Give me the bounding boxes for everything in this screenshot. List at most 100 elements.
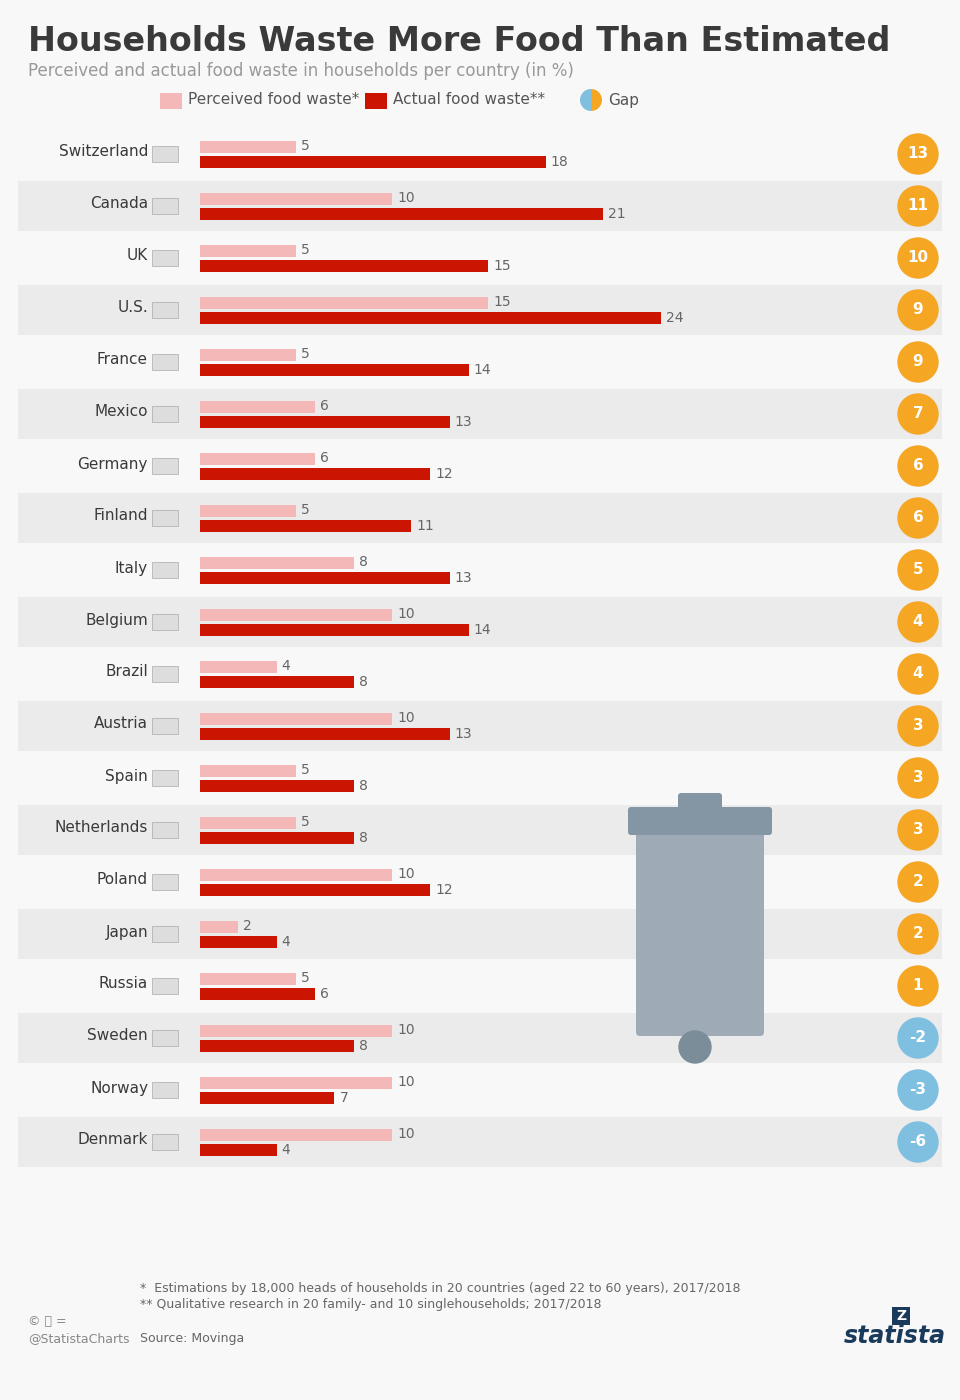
FancyBboxPatch shape	[200, 556, 353, 568]
FancyBboxPatch shape	[678, 792, 722, 813]
Text: UK: UK	[127, 249, 148, 263]
FancyBboxPatch shape	[152, 458, 178, 475]
FancyBboxPatch shape	[200, 1144, 276, 1155]
FancyBboxPatch shape	[200, 297, 488, 308]
FancyBboxPatch shape	[18, 960, 942, 1011]
Text: 24: 24	[666, 311, 684, 325]
Text: Switzerland: Switzerland	[59, 144, 148, 160]
Text: 2: 2	[913, 927, 924, 941]
Circle shape	[898, 1121, 938, 1162]
Text: 6: 6	[321, 399, 329, 413]
FancyBboxPatch shape	[18, 596, 942, 647]
FancyBboxPatch shape	[200, 140, 296, 153]
Text: 11: 11	[417, 518, 434, 532]
FancyBboxPatch shape	[636, 827, 764, 1036]
Text: 7: 7	[340, 1091, 348, 1105]
FancyBboxPatch shape	[200, 504, 296, 517]
Circle shape	[898, 393, 938, 434]
Circle shape	[898, 706, 938, 746]
Text: 2: 2	[913, 875, 924, 889]
FancyBboxPatch shape	[200, 519, 411, 532]
Text: -2: -2	[909, 1030, 926, 1046]
Text: 5: 5	[301, 244, 310, 258]
FancyBboxPatch shape	[200, 623, 468, 636]
Text: 4: 4	[282, 659, 291, 673]
Circle shape	[898, 238, 938, 279]
Text: 3: 3	[913, 770, 924, 785]
Wedge shape	[591, 90, 602, 111]
Text: 7: 7	[913, 406, 924, 421]
FancyBboxPatch shape	[200, 192, 392, 204]
FancyBboxPatch shape	[200, 609, 392, 620]
Circle shape	[898, 134, 938, 174]
FancyBboxPatch shape	[152, 770, 178, 785]
FancyBboxPatch shape	[152, 1082, 178, 1098]
FancyBboxPatch shape	[18, 701, 942, 750]
FancyBboxPatch shape	[200, 1128, 392, 1141]
FancyBboxPatch shape	[152, 197, 178, 214]
Circle shape	[898, 811, 938, 850]
FancyBboxPatch shape	[200, 400, 315, 413]
FancyBboxPatch shape	[152, 251, 178, 266]
Text: 9: 9	[913, 302, 924, 318]
Circle shape	[898, 1070, 938, 1110]
Text: 1: 1	[913, 979, 924, 994]
FancyBboxPatch shape	[200, 728, 449, 739]
Text: Italy: Italy	[115, 560, 148, 575]
Circle shape	[898, 602, 938, 643]
FancyBboxPatch shape	[18, 857, 942, 907]
Text: 9: 9	[913, 354, 924, 370]
FancyBboxPatch shape	[200, 661, 276, 672]
FancyBboxPatch shape	[200, 676, 353, 687]
Text: 4: 4	[913, 666, 924, 682]
Text: 8: 8	[359, 1039, 368, 1053]
Text: 14: 14	[474, 363, 492, 377]
Text: Households Waste More Food Than Estimated: Households Waste More Food Than Estimate…	[28, 25, 890, 57]
Text: 8: 8	[359, 830, 368, 844]
Text: Denmark: Denmark	[78, 1133, 148, 1148]
Text: Russia: Russia	[99, 977, 148, 991]
Text: 5: 5	[301, 140, 310, 154]
Text: Japan: Japan	[106, 924, 148, 939]
Text: 18: 18	[551, 154, 568, 168]
Text: 8: 8	[359, 675, 368, 689]
FancyBboxPatch shape	[152, 615, 178, 630]
Text: 13: 13	[455, 414, 472, 428]
FancyBboxPatch shape	[152, 561, 178, 578]
Text: Poland: Poland	[97, 872, 148, 888]
FancyBboxPatch shape	[200, 1077, 392, 1089]
Text: -3: -3	[909, 1082, 926, 1098]
FancyBboxPatch shape	[200, 935, 276, 948]
Text: Source: Movinga: Source: Movinga	[140, 1331, 244, 1345]
Text: 5: 5	[301, 504, 310, 518]
FancyBboxPatch shape	[200, 1092, 334, 1103]
Text: 6: 6	[913, 511, 924, 525]
Circle shape	[898, 1018, 938, 1058]
FancyBboxPatch shape	[200, 259, 488, 272]
FancyBboxPatch shape	[18, 1014, 942, 1063]
FancyBboxPatch shape	[200, 312, 660, 323]
Text: 15: 15	[493, 295, 511, 309]
FancyBboxPatch shape	[152, 406, 178, 421]
Text: 8: 8	[359, 778, 368, 792]
FancyBboxPatch shape	[892, 1308, 910, 1324]
FancyBboxPatch shape	[152, 1030, 178, 1046]
FancyBboxPatch shape	[200, 780, 353, 791]
Circle shape	[898, 498, 938, 538]
FancyBboxPatch shape	[160, 92, 182, 109]
FancyBboxPatch shape	[18, 753, 942, 804]
FancyBboxPatch shape	[152, 666, 178, 682]
Text: 10: 10	[397, 868, 415, 882]
Text: U.S.: U.S.	[117, 301, 148, 315]
Text: Spain: Spain	[106, 769, 148, 784]
Text: 13: 13	[455, 727, 472, 741]
FancyBboxPatch shape	[200, 868, 392, 881]
Text: 15: 15	[493, 259, 511, 273]
Circle shape	[898, 447, 938, 486]
Circle shape	[898, 290, 938, 330]
Circle shape	[898, 757, 938, 798]
Wedge shape	[580, 90, 591, 111]
FancyBboxPatch shape	[200, 364, 468, 375]
Text: 5: 5	[913, 563, 924, 577]
Text: 3: 3	[913, 823, 924, 837]
